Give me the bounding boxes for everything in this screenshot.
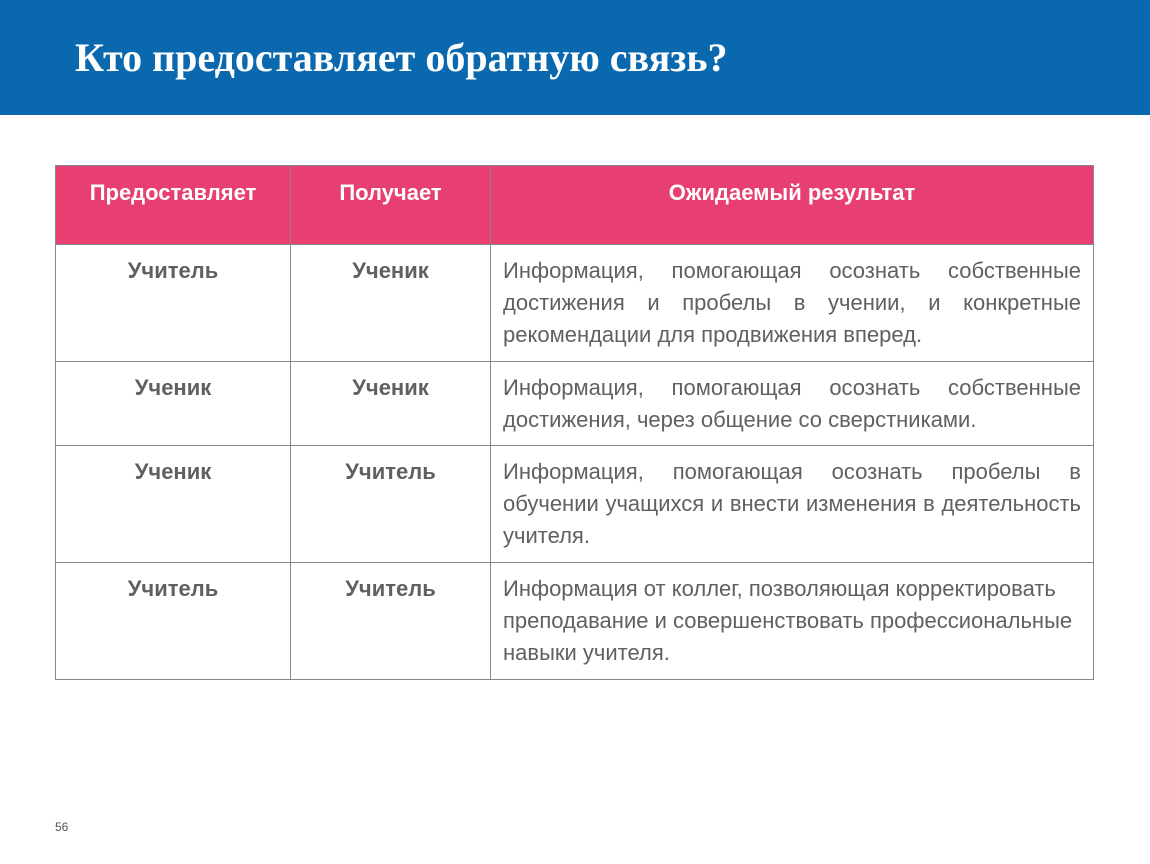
cell-receiver: Ученик — [291, 361, 491, 446]
cell-provider: Ученик — [56, 446, 291, 563]
page-title: Кто предоставляет обратную связь? — [75, 34, 728, 81]
cell-result: Информация, помогающая осознать собствен… — [491, 245, 1094, 362]
cell-provider: Ученик — [56, 361, 291, 446]
cell-receiver: Ученик — [291, 245, 491, 362]
feedback-table: Предоставляет Получает Ожидаемый результ… — [55, 165, 1094, 680]
table-header-row: Предоставляет Получает Ожидаемый результ… — [56, 166, 1094, 245]
cell-result: Информация, помогающая осознать пробелы … — [491, 446, 1094, 563]
cell-result: Информация от коллег, позволяющая коррек… — [491, 563, 1094, 680]
table-row: Учитель Учитель Информация от коллег, по… — [56, 563, 1094, 680]
cell-result: Информация, помогающая осознать собствен… — [491, 361, 1094, 446]
table-row: Учитель Ученик Информация, помогающая ос… — [56, 245, 1094, 362]
content-area: Предоставляет Получает Ожидаемый результ… — [0, 115, 1150, 680]
cell-receiver: Учитель — [291, 563, 491, 680]
page-number: 56 — [55, 820, 68, 834]
header-bar: Кто предоставляет обратную связь? — [0, 0, 1150, 115]
col-header-provider: Предоставляет — [56, 166, 291, 245]
table-row: Ученик Ученик Информация, помогающая осо… — [56, 361, 1094, 446]
cell-provider: Учитель — [56, 563, 291, 680]
col-header-result: Ожидаемый результат — [491, 166, 1094, 245]
col-header-receiver: Получает — [291, 166, 491, 245]
cell-provider: Учитель — [56, 245, 291, 362]
cell-receiver: Учитель — [291, 446, 491, 563]
table-row: Ученик Учитель Информация, помогающая ос… — [56, 446, 1094, 563]
